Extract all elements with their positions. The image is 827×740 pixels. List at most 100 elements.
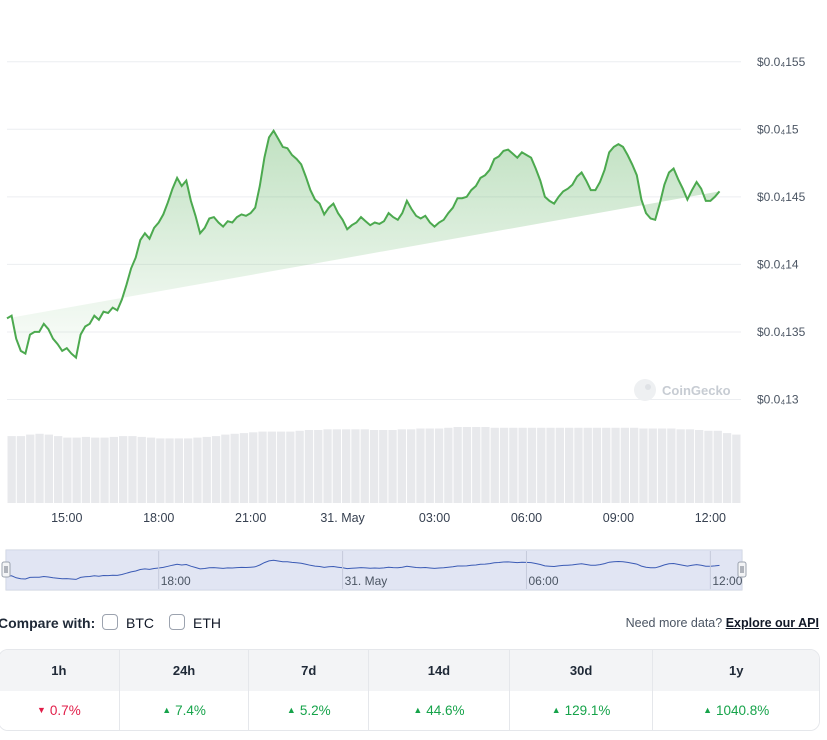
volume-bar	[16, 436, 26, 503]
volume-bar	[648, 428, 657, 503]
volume-bar	[509, 427, 518, 503]
compare-eth-checkbox[interactable]	[169, 614, 185, 630]
volume-bar	[35, 433, 44, 503]
volume-bar	[657, 428, 667, 503]
volume-bar	[620, 427, 629, 503]
perf-period: 1y	[653, 650, 819, 691]
api-note-text: Need more data?	[625, 616, 723, 630]
volume-bar	[332, 429, 341, 503]
perf-column-1h: 1h ▼ 0.7%	[0, 650, 120, 730]
volume-bar	[611, 427, 620, 503]
perf-period: 30d	[509, 650, 653, 691]
volume-bar	[202, 436, 211, 503]
x-tick-label: 09:00	[603, 511, 634, 525]
volume-bar	[286, 431, 295, 503]
volume-bar	[630, 427, 639, 503]
volume-bar	[444, 427, 453, 503]
volume-bar	[295, 430, 304, 503]
perf-column-7d: 7d ▲ 5.2%	[249, 650, 370, 730]
volume-bar	[583, 427, 592, 503]
volume-bar	[44, 434, 53, 503]
volume-bar	[128, 436, 137, 503]
price-chart[interactable]: $0.0₄155 $0.0₄15 $0.0₄145 $0.0₄14 $0.0₄135 $0…	[0, 0, 827, 600]
volume-bar	[704, 430, 713, 503]
volume-bar	[592, 427, 602, 503]
perf-value: 44.6%	[426, 702, 465, 718]
navigator-right-handle[interactable]	[737, 561, 747, 578]
volume-bar	[416, 428, 425, 503]
volume-bar	[565, 427, 574, 503]
volume-bar	[267, 431, 276, 503]
volume-bar	[481, 427, 490, 503]
volume-bar	[230, 433, 239, 503]
volume-bar	[184, 438, 193, 503]
range-navigator[interactable]: 18:00 31. May 06:00 12:00	[1, 549, 747, 591]
perf-column-30d: 30d ▲ 129.1%	[509, 650, 654, 730]
volume-bar	[527, 427, 537, 503]
volume-bar	[574, 427, 583, 503]
volume-bar	[211, 436, 221, 503]
perf-period: 24h	[119, 650, 249, 691]
volume-bar	[555, 427, 564, 503]
volume-bar	[472, 427, 481, 503]
volume-bar	[397, 429, 406, 503]
caret-up-icon: ▲	[162, 705, 172, 716]
compare-eth-label[interactable]: ETH	[193, 615, 221, 631]
volume-bar	[434, 428, 444, 503]
volume-bar	[249, 432, 258, 503]
navigator-left-handle[interactable]	[1, 561, 11, 578]
volume-bars	[7, 427, 741, 503]
volume-bar	[314, 430, 323, 503]
api-note: Need more data? Explore our API	[626, 616, 819, 630]
perf-change: ▲ 44.6%	[369, 690, 509, 730]
volume-bar	[732, 434, 741, 503]
volume-bar	[537, 427, 546, 503]
perf-period: 14d	[369, 650, 509, 691]
caret-up-icon: ▲	[413, 705, 423, 716]
volume-bar	[602, 427, 611, 503]
volume-bar	[239, 433, 249, 503]
compare-btc-label[interactable]: BTC	[126, 615, 154, 631]
volume-bar	[499, 427, 509, 503]
perf-value: 0.7%	[49, 702, 81, 718]
volume-bar	[119, 436, 128, 503]
perf-change: ▲ 5.2%	[249, 690, 369, 730]
perf-change: ▼ 0.7%	[0, 690, 119, 730]
x-tick-label: 15:00	[51, 511, 82, 525]
volume-bar	[146, 437, 156, 503]
x-tick-label: 12:00	[695, 511, 726, 525]
volume-bar	[137, 436, 146, 503]
volume-bar	[165, 438, 174, 503]
caret-down-icon: ▼	[37, 705, 46, 716]
perf-column-1y: 1y ▲ 1040.8%	[653, 650, 819, 730]
volume-bar	[323, 429, 332, 503]
x-tick-label: 31. May	[320, 511, 365, 525]
y-tick-label: $0.0₄14	[757, 257, 799, 271]
perf-change: ▲ 7.4%	[119, 690, 249, 730]
navigator-axis: 18:00 31. May 06:00 12:00	[158, 551, 743, 589]
perf-period: 1h	[0, 650, 119, 691]
volume-bar	[546, 427, 555, 503]
volume-bar	[379, 430, 388, 503]
volume-bar	[91, 437, 100, 503]
y-tick-label: $0.0₄155	[757, 55, 806, 69]
explore-api-link[interactable]: Explore our API	[725, 616, 819, 630]
volume-bar	[342, 429, 351, 503]
volume-bar	[425, 428, 434, 503]
volume-bar	[462, 427, 472, 503]
caret-up-icon: ▲	[286, 705, 296, 716]
volume-bar	[667, 428, 676, 503]
volume-bar	[54, 436, 63, 503]
volume-bar	[490, 427, 499, 503]
volume-bar	[7, 436, 16, 503]
compare-label: Compare with:	[0, 615, 96, 631]
volume-bar	[72, 437, 81, 503]
volume-bar	[258, 431, 267, 503]
perf-change: ▲ 1040.8%	[653, 690, 819, 730]
navigator-selected-range[interactable]	[6, 550, 742, 590]
navigator-tick-label: 12:00	[712, 574, 742, 588]
volume-bar	[388, 430, 397, 503]
compare-btc-checkbox[interactable]	[102, 614, 118, 630]
perf-period: 7d	[249, 650, 369, 691]
volume-bar	[685, 429, 695, 503]
